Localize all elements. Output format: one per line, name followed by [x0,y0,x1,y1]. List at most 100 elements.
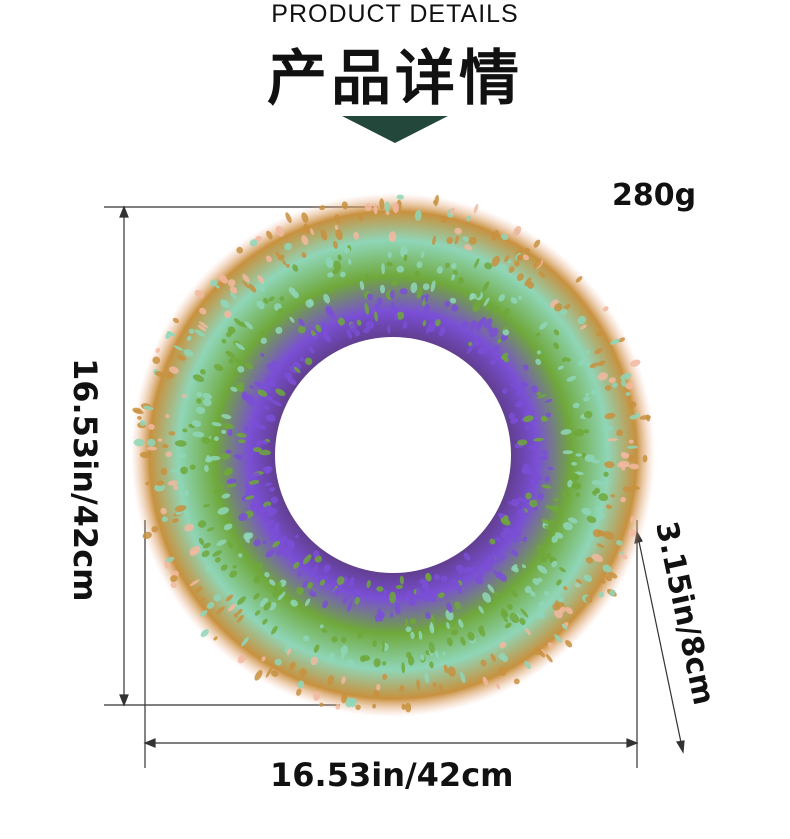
leaf [236,614,244,623]
leaf [220,564,228,571]
leaf [320,229,328,241]
leaf [605,504,613,510]
leaf [192,374,205,382]
leaf [490,653,496,662]
leaf [341,637,347,643]
leaf [469,292,477,300]
leaf [292,291,299,299]
leaf [201,597,206,602]
leaf [494,536,502,543]
leaf [426,587,431,596]
leaf [594,487,601,495]
leaf [248,283,257,293]
leaf [362,327,370,334]
leaf [489,327,499,338]
leaf [557,596,564,603]
leaf [137,415,142,420]
leaf [524,586,532,594]
leaf [268,579,276,586]
leaf [482,281,490,292]
leaf [256,440,269,445]
leaf [302,580,308,588]
leaf [438,684,443,692]
leaf [237,654,246,664]
leaf [480,659,487,667]
leaf [247,398,257,406]
leaf [529,499,538,508]
leaf [394,602,401,615]
leaf [446,637,453,647]
leaf [524,627,531,636]
leaf [520,608,529,618]
leaf [541,518,553,526]
leaf [197,520,207,528]
leaf [534,463,541,468]
leaf [215,284,220,289]
leaf [517,253,523,261]
leaf [616,429,623,437]
leaf [315,324,322,333]
leaf [225,350,236,359]
leaf [271,625,278,635]
leaf [161,443,169,449]
leaf [275,532,282,538]
leaf [559,606,566,614]
leaf [373,658,381,668]
leaf [528,480,539,485]
leaf [327,272,334,278]
leaf [544,399,553,403]
leaf [642,454,648,463]
leaf [236,456,244,460]
leaf [201,437,211,444]
leaf [540,415,548,422]
leaf [374,613,381,622]
leaf [189,579,200,587]
leaf [577,359,588,366]
leaf [575,579,582,584]
leaf [377,310,382,316]
leaf [396,311,405,320]
leaf [148,423,155,430]
leaf [244,536,250,544]
leaf [452,270,458,276]
leaf [436,266,443,274]
leaf [343,247,351,253]
leaf [554,532,564,539]
leaf [263,601,272,611]
height-dimension-wrap: 16.53in/42cm [64,358,104,618]
leaf [461,320,469,329]
leaf [379,612,386,619]
leaf [416,292,422,299]
leaf [204,464,209,473]
leaf [365,273,370,280]
leaf [444,300,451,307]
leaf [508,266,515,273]
leaf [253,575,261,584]
leaf [256,300,265,310]
leaf [154,370,164,377]
leaf [604,412,616,420]
leaf [476,322,484,332]
leaf [168,431,176,436]
leaf [434,194,439,207]
leaf [198,321,208,328]
leaf [196,398,202,404]
leaf [364,203,372,212]
leaf [266,230,273,240]
leaf [498,294,506,302]
leaf [634,412,641,418]
leaf [430,614,436,626]
leaf [170,468,179,473]
leaf [598,493,609,502]
leaf [477,570,484,578]
leaf [539,456,548,461]
leaf [532,506,538,511]
leaf [529,590,536,597]
leaf [156,480,165,486]
leaf [172,317,180,324]
leaf [523,364,529,371]
leaf [586,516,597,523]
leaf [430,311,436,317]
leaf [553,342,560,350]
leaf [240,321,248,328]
